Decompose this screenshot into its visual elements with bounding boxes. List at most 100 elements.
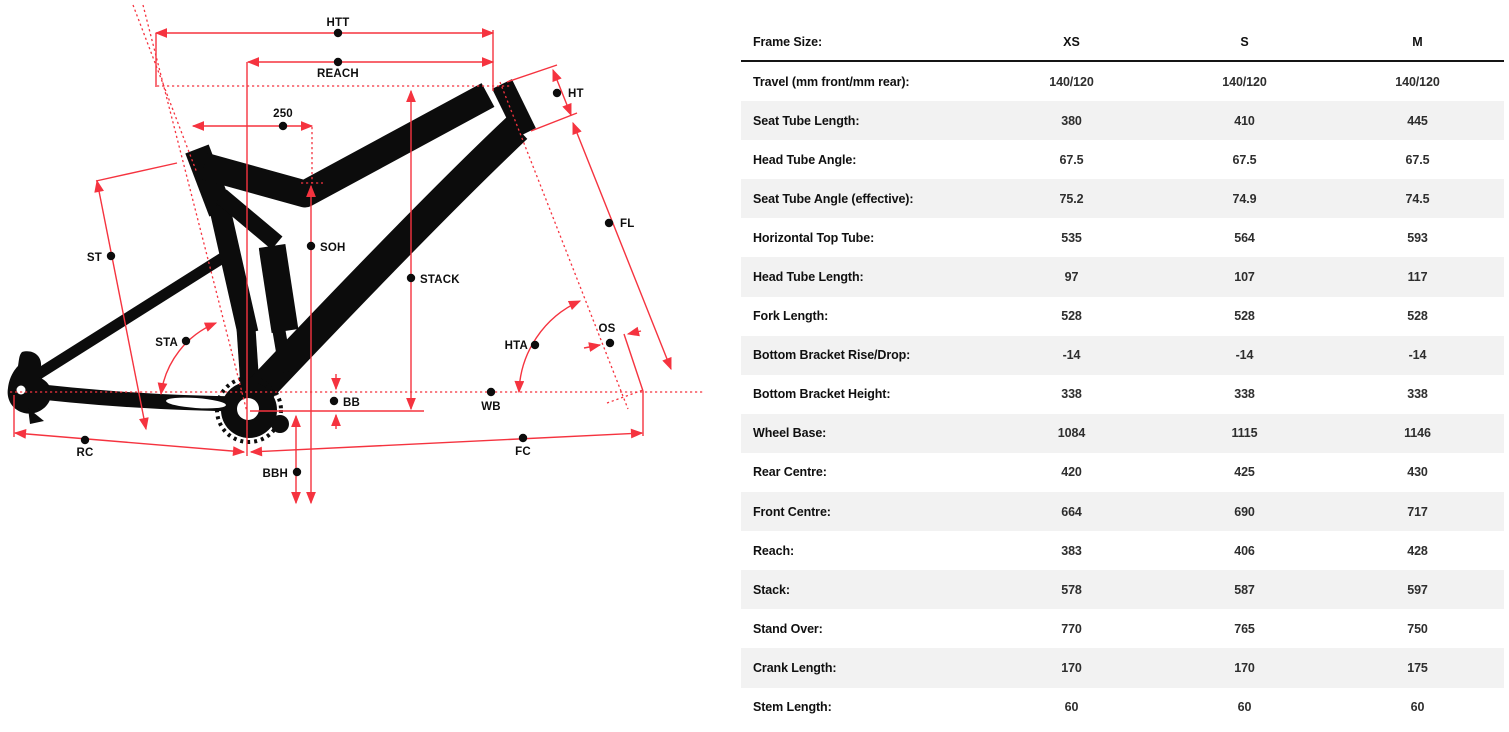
geometry-table: Frame Size: XS S M Travel (mm front/mm r… [741,23,1504,727]
row-value: 587 [1234,582,1255,597]
row-value: 1084 [1057,426,1086,441]
dim-label-rc: RC [76,447,93,459]
dim-label-soh: SOH [320,242,346,254]
row-value: 75.2 [1059,191,1084,206]
dim-dot-hta [530,340,540,350]
row-value: 445 [1407,113,1428,128]
row-value: 107 [1234,270,1255,285]
row-label: Travel (mm front/mm rear): [753,74,910,89]
row-value: 425 [1234,465,1255,480]
row-value: 338 [1061,387,1082,402]
row-value: 770 [1061,621,1082,636]
dim-label-hta: HTA [505,340,528,352]
top-tube [200,83,495,208]
table-row: Crank Length: 170 170 175 [741,648,1504,688]
os-ref-line [623,333,644,392]
rc-dim [13,429,246,456]
row-value: 535 [1061,230,1082,245]
table-row: Fork Length: 528 528 528 [741,297,1504,336]
row-value: 380 [1061,113,1082,128]
row-value: 528 [1407,309,1428,324]
dimension-labels: HTT REACH 250 HT FL OS HTA WB FC RC BBH BB ST STA SOH S… [76,17,634,480]
row-label: Rear Centre: [753,465,827,480]
row-label: Seat Tube Angle (effective): [753,191,914,206]
geometry-diagram: HTT REACH 250 HT FL OS HTA WB FC RC BBH BB ST STA SOH S… [7,4,704,505]
dim-dot-wb [486,387,496,397]
down-tube [241,117,528,409]
row-value: -14 [1235,348,1254,363]
steering-axis [499,81,629,410]
dim-dot-ht [552,88,562,98]
head-tube [492,79,536,138]
table-row: Wheel Base: 1084 1115 1146 [741,413,1504,453]
seat-tube [208,202,259,336]
dim-label-st: ST [87,252,102,264]
table-row: Stem Length: 60 60 60 [741,688,1504,727]
row-label: Head Tube Angle: [753,152,857,167]
row-value: 170 [1234,660,1255,675]
chainstay-cutout [166,397,226,409]
table-row: Reach: 383 406 428 [741,531,1504,570]
rocker-link [215,189,283,250]
table-row: Horizontal Top Tube: 535 564 593 [741,218,1504,257]
dim-label-d250: 250 [273,108,293,120]
os-right-arrow [626,326,642,337]
dim-label-bb: BB [343,397,360,409]
row-value: 140/120 [1222,74,1267,89]
row-label: Crank Length: [753,660,837,675]
dim-dot-rc [80,435,90,445]
row-value: 528 [1234,309,1255,324]
table-row: Front Centre: 664 690 717 [741,492,1504,532]
dim-dot-stack [406,273,416,283]
table-row: Head Tube Length: 97 107 117 [741,257,1504,297]
frame-silhouette [7,79,536,444]
row-value: 1146 [1404,426,1431,441]
row-value: 428 [1407,543,1428,558]
row-value: 1115 [1231,426,1258,441]
row-value: 74.9 [1232,191,1257,206]
os-left-arrow [583,342,602,352]
dim-label-os: OS [598,323,615,335]
row-value: 564 [1234,230,1255,245]
row-label: Wheel Base: [753,426,827,441]
effective-seat-line [142,4,248,413]
row-value: 410 [1234,113,1255,128]
dim-label-htt: HTT [327,17,350,29]
column-header-s: S [1240,34,1249,49]
row-value: 67.5 [1232,152,1257,167]
row-value: 60 [1237,700,1252,715]
sta-arc [157,322,218,396]
dim-label-fl: FL [620,218,634,230]
dim-label-sta: STA [155,337,178,349]
dim-dot-htt [333,28,343,38]
row-value: 74.5 [1405,191,1430,206]
dim-label-fc: FC [515,446,531,458]
row-label: Fork Length: [753,309,829,324]
row-label: Horizontal Top Tube: [753,230,875,245]
row-value: 97 [1064,270,1079,285]
table-row: Travel (mm front/mm rear): 140/120 140/120… [741,62,1504,101]
row-value: 690 [1234,504,1255,519]
ht-bottom-ext [530,112,578,132]
dimension-lines [13,28,672,505]
ht-top-ext [506,64,558,83]
shock-shaft [272,329,293,374]
table-row: Head Tube Angle: 67.5 67.5 67.5 [741,140,1504,179]
column-header-m: M [1412,34,1423,49]
row-value: 67.5 [1059,152,1084,167]
table-header-label: Frame Size: [753,34,823,49]
row-value: 175 [1407,660,1428,675]
row-value: 597 [1407,582,1428,597]
fork-foot-line [606,389,644,404]
table-body: Travel (mm front/mm rear): 140/120 140/120… [741,62,1504,727]
fc-dim [249,428,644,457]
row-value: 406 [1234,543,1255,558]
dim-label-stack: STACK [420,274,460,286]
row-value: 420 [1061,465,1082,480]
table-row: Stack: 578 587 597 [741,570,1504,610]
row-value: -14 [1408,348,1427,363]
derailleur-hanger [28,408,44,424]
dim-label-bbh: BBH [262,468,288,480]
dim-dot-d250 [278,121,288,131]
row-value: 593 [1407,230,1428,245]
